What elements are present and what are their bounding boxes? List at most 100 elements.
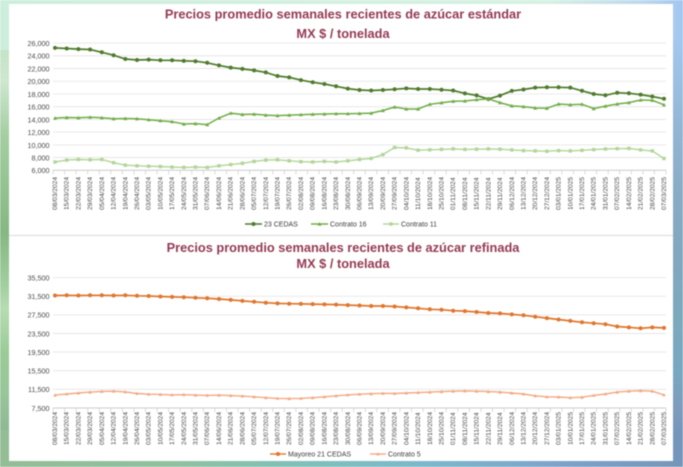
svg-text:17/05/2024: 17/05/2024 [169,412,176,445]
svg-text:13/12/2024: 13/12/2024 [521,176,528,209]
svg-text:24/05/2024: 24/05/2024 [181,412,188,445]
svg-text:07/03/2025: 07/03/2025 [661,176,668,209]
svg-text:MX $ / tonelada: MX $ / tonelada [296,256,390,271]
svg-text:09/08/2024: 09/08/2024 [310,176,317,209]
svg-text:8,000: 8,000 [32,153,50,162]
svg-text:12/04/2024: 12/04/2024 [111,412,118,445]
svg-text:12/07/2024: 12/07/2024 [263,176,270,209]
svg-text:19,500: 19,500 [28,348,50,357]
svg-text:08/03/2024: 08/03/2024 [52,176,59,209]
svg-text:16/08/2024: 16/08/2024 [321,412,328,445]
svg-text:10/01/2025: 10/01/2025 [567,176,574,209]
svg-text:08/11/2024: 08/11/2024 [462,412,469,445]
svg-text:20,000: 20,000 [28,77,50,86]
svg-text:10/01/2025: 10/01/2025 [567,412,574,445]
svg-text:27/12/2024: 27/12/2024 [544,176,551,209]
svg-text:17/01/2025: 17/01/2025 [579,412,586,445]
svg-text:06/09/2024: 06/09/2024 [357,412,364,445]
svg-text:29/03/2024: 29/03/2024 [87,412,94,445]
svg-text:22/11/2024: 22/11/2024 [485,177,492,210]
svg-text:18,000: 18,000 [28,89,50,98]
svg-text:26/07/2024: 26/07/2024 [286,176,293,209]
svg-text:08/03/2024: 08/03/2024 [52,412,59,445]
svg-text:06/09/2024: 06/09/2024 [357,176,364,209]
svg-text:13/12/2024: 13/12/2024 [521,412,528,445]
svg-text:31,500: 31,500 [28,292,50,301]
svg-text:02/08/2024: 02/08/2024 [298,176,305,209]
svg-text:26/07/2024: 26/07/2024 [286,412,293,445]
svg-text:31/05/2024: 31/05/2024 [193,412,200,445]
svg-text:03/05/2024: 03/05/2024 [146,176,153,209]
svg-text:26,000: 26,000 [28,39,50,48]
svg-text:29/03/2024: 29/03/2024 [87,176,94,209]
svg-text:Contrato 16: Contrato 16 [330,221,367,228]
svg-text:10,000: 10,000 [28,140,50,149]
svg-text:35,500: 35,500 [28,274,50,283]
svg-text:10/05/2024: 10/05/2024 [157,412,164,445]
svg-text:06/12/2024: 06/12/2024 [509,176,516,209]
svg-text:07/06/2024: 07/06/2024 [204,412,211,445]
svg-text:05/04/2024: 05/04/2024 [99,412,106,445]
svg-text:01/11/2024: 01/11/2024 [450,177,457,210]
svg-text:MX $ / tonelada: MX $ / tonelada [296,25,390,40]
svg-text:28/06/2024: 28/06/2024 [239,176,246,209]
svg-text:14/02/2025: 14/02/2025 [626,412,633,445]
svg-text:Contrato 11: Contrato 11 [401,221,437,228]
svg-text:22/11/2024: 22/11/2024 [485,412,492,445]
svg-text:15/11/2024: 15/11/2024 [474,412,481,445]
svg-text:27/12/2024: 27/12/2024 [544,412,551,445]
svg-text:23/08/2024: 23/08/2024 [333,412,340,445]
svg-text:04/10/2024: 04/10/2024 [403,176,410,209]
svg-text:21/02/2025: 21/02/2025 [638,412,645,445]
svg-text:21/06/2024: 21/06/2024 [228,176,235,209]
svg-text:26/04/2024: 26/04/2024 [134,176,141,209]
svg-text:21/02/2025: 21/02/2025 [638,176,645,209]
svg-text:24/01/2025: 24/01/2025 [591,176,598,209]
svg-text:04/10/2024: 04/10/2024 [403,412,410,445]
svg-text:14/06/2024: 14/06/2024 [216,412,223,445]
svg-text:19/07/2024: 19/07/2024 [275,412,282,445]
svg-text:23,500: 23,500 [28,329,50,338]
svg-text:27/09/2024: 27/09/2024 [392,176,399,209]
svg-text:22/03/2024: 22/03/2024 [75,176,82,209]
svg-text:31/01/2025: 31/01/2025 [602,412,609,445]
svg-text:03/01/2025: 03/01/2025 [556,412,563,445]
svg-text:06/12/2024: 06/12/2024 [509,412,516,445]
svg-text:27,500: 27,500 [28,311,50,320]
svg-text:19/04/2024: 19/04/2024 [122,176,129,209]
svg-text:6,000: 6,000 [32,166,50,175]
svg-text:24/05/2024: 24/05/2024 [181,176,188,209]
svg-text:12/07/2024: 12/07/2024 [263,412,270,445]
svg-text:21/06/2024: 21/06/2024 [228,412,235,445]
svg-text:14/06/2024: 14/06/2024 [216,176,223,209]
svg-text:23 CEDAS: 23 CEDAS [264,221,298,228]
svg-text:25/10/2024: 25/10/2024 [439,176,446,209]
svg-text:20/12/2024: 20/12/2024 [532,176,539,209]
svg-text:03/05/2024: 03/05/2024 [146,412,153,445]
svg-text:28/02/2025: 28/02/2025 [649,176,656,209]
svg-text:20/09/2024: 20/09/2024 [380,412,387,445]
svg-text:11,500: 11,500 [28,385,49,394]
svg-text:22,000: 22,000 [28,64,50,73]
svg-text:22/03/2024: 22/03/2024 [75,412,82,445]
svg-text:18/10/2024: 18/10/2024 [427,176,434,209]
svg-text:30/08/2024: 30/08/2024 [345,412,352,445]
svg-text:11/10/2024: 11/10/2024 [415,177,422,210]
svg-text:14,000: 14,000 [28,115,50,124]
svg-text:20/09/2024: 20/09/2024 [380,176,387,209]
svg-text:26/04/2024: 26/04/2024 [134,412,141,445]
svg-text:11/10/2024: 11/10/2024 [415,412,422,445]
svg-text:05/07/2024: 05/07/2024 [251,176,258,209]
svg-text:15/03/2024: 15/03/2024 [64,176,71,209]
svg-text:24,000: 24,000 [28,51,50,60]
svg-text:16/08/2024: 16/08/2024 [321,176,328,209]
svg-text:28/06/2024: 28/06/2024 [239,412,246,445]
svg-text:27/09/2024: 27/09/2024 [392,412,399,445]
svg-text:19/07/2024: 19/07/2024 [275,176,282,209]
svg-text:18/10/2024: 18/10/2024 [427,412,434,445]
svg-text:7,500: 7,500 [32,404,50,413]
svg-text:07/03/2025: 07/03/2025 [661,412,668,445]
svg-text:Precios promedio semanales rec: Precios promedio semanales recientes de … [165,6,521,21]
svg-text:05/04/2024: 05/04/2024 [99,176,106,209]
svg-text:15/11/2024: 15/11/2024 [474,177,481,210]
